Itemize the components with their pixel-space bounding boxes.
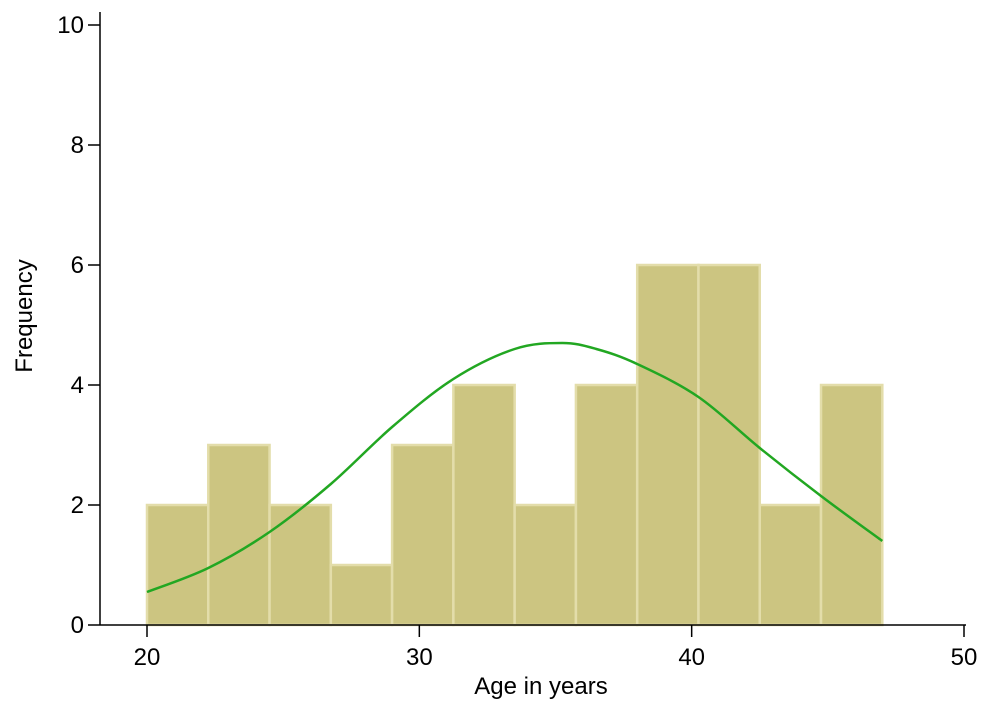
histogram-bar-2 — [207, 443, 271, 627]
axes: 0 2 4 6 8 10 20 30 40 50 — [57, 12, 977, 671]
histogram-bars — [145, 263, 884, 627]
x-tick-label-40: 40 — [678, 644, 705, 671]
histogram-bar-5 — [390, 443, 455, 627]
histogram-bar-11 — [758, 503, 823, 627]
normal-density-curve — [146, 341, 884, 594]
y-tick-label-2: 2 — [71, 492, 84, 519]
histogram-bar-10 — [697, 263, 761, 627]
histogram-bar-7 — [513, 503, 578, 627]
histogram-bar-8 — [574, 383, 639, 627]
histogram-bar-1 — [145, 503, 210, 627]
y-tick-label-0: 0 — [71, 612, 84, 639]
y-tick-label-4: 4 — [71, 372, 84, 399]
x-tick-label-30: 30 — [406, 644, 433, 671]
x-axis-title: Age in years — [474, 673, 607, 700]
x-tick-label-20: 20 — [134, 644, 161, 671]
normal-curve-layer — [146, 341, 884, 594]
y-tick-label-8: 8 — [71, 132, 84, 159]
histogram-bar-6 — [452, 383, 516, 627]
y-tick-label-6: 6 — [71, 252, 84, 279]
histogram-bar-12 — [819, 383, 884, 627]
histogram-bar-9 — [635, 263, 700, 627]
histogram-bar-3 — [268, 503, 333, 627]
y-tick-label-10: 10 — [57, 12, 84, 39]
y-axis-title: Frequency — [11, 259, 38, 372]
x-tick-label-50: 50 — [951, 644, 978, 671]
histogram-bar-4 — [329, 563, 394, 627]
